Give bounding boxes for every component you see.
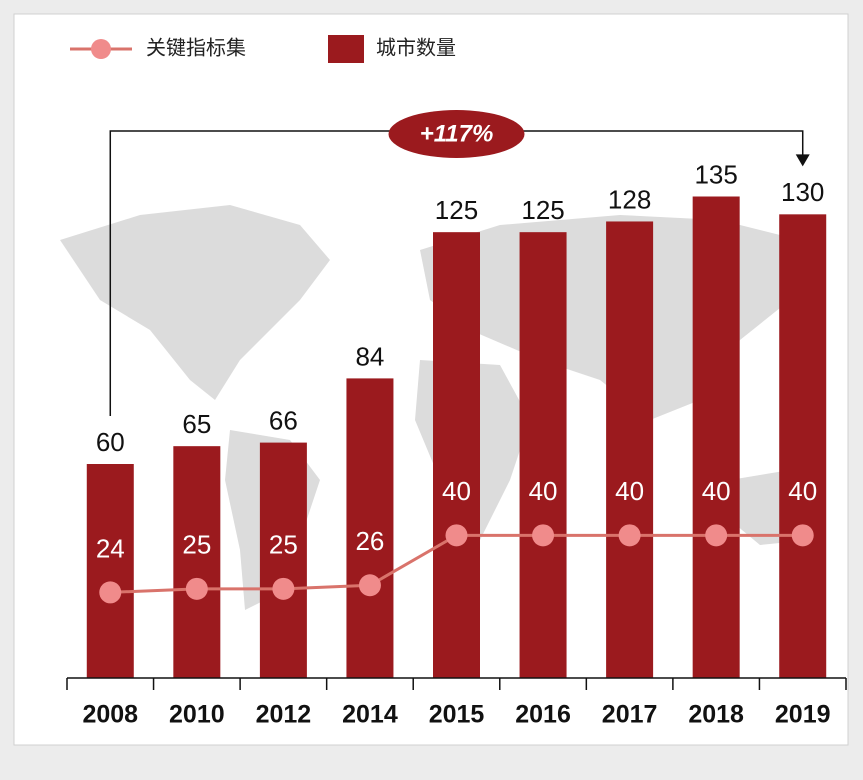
bar-value-label: 128 bbox=[608, 184, 651, 214]
bar-value-label: 60 bbox=[96, 427, 125, 457]
bar bbox=[779, 214, 827, 679]
line-marker bbox=[99, 581, 122, 604]
x-tick-label: 2010 bbox=[169, 701, 225, 729]
line-marker bbox=[791, 524, 814, 547]
line-marker bbox=[358, 574, 381, 597]
map-north-america bbox=[60, 205, 330, 400]
legend-swatch bbox=[328, 35, 364, 63]
line-value-label: 40 bbox=[529, 476, 558, 506]
x-tick-label: 2017 bbox=[602, 701, 658, 729]
bar bbox=[433, 232, 480, 678]
x-tick-label: 2019 bbox=[775, 701, 831, 729]
line-marker bbox=[185, 577, 208, 600]
annotation-pill bbox=[388, 110, 525, 158]
bar bbox=[173, 446, 221, 678]
bar-value-label: 135 bbox=[694, 159, 737, 189]
bar-value-label: 125 bbox=[521, 195, 564, 225]
line-value-label: 25 bbox=[269, 530, 298, 560]
x-tick-label: 2016 bbox=[515, 701, 571, 729]
bar-value-label: 84 bbox=[355, 341, 384, 371]
bar bbox=[606, 221, 654, 678]
x-tick-label: 2014 bbox=[342, 701, 398, 729]
bar-value-label: 125 bbox=[435, 195, 478, 225]
x-tick-label: 2008 bbox=[82, 701, 138, 729]
legend-label: 关键指标集 bbox=[146, 36, 246, 59]
line-marker bbox=[532, 524, 555, 547]
legend-marker bbox=[91, 39, 111, 59]
line-marker bbox=[445, 524, 468, 547]
bar bbox=[519, 232, 567, 678]
line-value-label: 25 bbox=[182, 530, 211, 560]
legend-label: 城市数量 bbox=[376, 36, 456, 59]
line-value-label: 26 bbox=[355, 526, 384, 556]
bar-value-label: 65 bbox=[182, 409, 211, 439]
annotation-text: +117% bbox=[420, 120, 494, 147]
bar bbox=[692, 196, 740, 678]
x-tick-label: 2018 bbox=[688, 701, 744, 729]
line-marker bbox=[618, 524, 641, 547]
line-value-label: 40 bbox=[442, 476, 471, 506]
x-tick-label: 2012 bbox=[256, 701, 312, 729]
annotation-arrow bbox=[795, 154, 810, 167]
bar bbox=[346, 378, 394, 678]
line-value-label: 40 bbox=[788, 476, 817, 506]
x-tick-label: 2015 bbox=[429, 701, 485, 729]
line-marker bbox=[272, 577, 295, 600]
bar bbox=[259, 442, 307, 678]
line-value-label: 40 bbox=[615, 476, 644, 506]
line-value-label: 24 bbox=[96, 533, 125, 563]
bar-value-label: 66 bbox=[269, 405, 298, 435]
bar bbox=[86, 464, 134, 678]
line-value-label: 40 bbox=[702, 476, 731, 506]
line-marker bbox=[705, 524, 728, 547]
bar-value-label: 130 bbox=[781, 177, 824, 207]
